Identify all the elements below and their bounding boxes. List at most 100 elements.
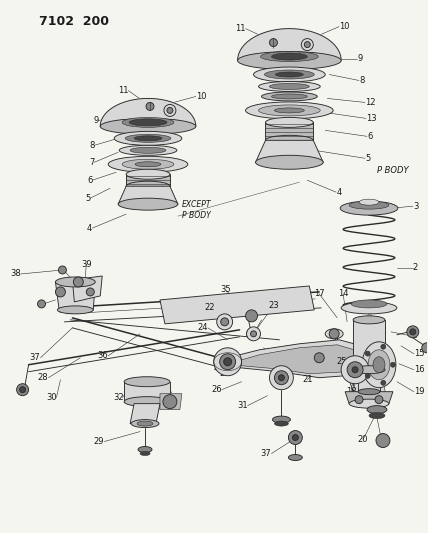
Text: 10: 10	[196, 92, 206, 101]
Circle shape	[250, 331, 256, 337]
Text: 24: 24	[197, 324, 208, 333]
Text: 33: 33	[143, 411, 154, 420]
Text: 11: 11	[235, 24, 246, 33]
Ellipse shape	[134, 136, 162, 141]
Polygon shape	[351, 310, 387, 403]
Ellipse shape	[270, 84, 309, 90]
Circle shape	[376, 433, 390, 448]
Polygon shape	[160, 394, 182, 410]
Text: 7102  200: 7102 200	[39, 15, 109, 28]
Ellipse shape	[353, 316, 385, 324]
Circle shape	[246, 310, 258, 322]
Circle shape	[59, 266, 66, 274]
Circle shape	[365, 351, 370, 356]
Text: 8: 8	[89, 141, 94, 150]
Circle shape	[220, 354, 236, 370]
Circle shape	[247, 329, 256, 339]
Polygon shape	[224, 345, 369, 374]
Circle shape	[17, 384, 29, 395]
Polygon shape	[238, 29, 341, 61]
Ellipse shape	[259, 105, 320, 116]
Circle shape	[390, 362, 395, 367]
Circle shape	[381, 344, 386, 349]
Circle shape	[304, 42, 310, 47]
Text: 12: 12	[365, 98, 375, 107]
Ellipse shape	[274, 108, 304, 113]
Text: P BODY: P BODY	[377, 166, 409, 175]
Ellipse shape	[129, 119, 167, 126]
Text: 31: 31	[237, 401, 247, 410]
Ellipse shape	[271, 94, 307, 99]
Ellipse shape	[261, 52, 318, 61]
Text: 2: 2	[413, 263, 418, 272]
Circle shape	[224, 358, 232, 366]
Ellipse shape	[125, 134, 171, 142]
Text: 6: 6	[367, 132, 372, 141]
Text: 20: 20	[358, 435, 369, 444]
Text: 36: 36	[98, 351, 108, 360]
Ellipse shape	[140, 451, 150, 456]
Ellipse shape	[119, 146, 177, 155]
Polygon shape	[72, 276, 102, 302]
Circle shape	[214, 348, 241, 376]
Text: 25: 25	[336, 357, 346, 366]
Ellipse shape	[273, 416, 290, 423]
Text: 27: 27	[219, 369, 230, 378]
Circle shape	[301, 38, 313, 51]
Circle shape	[410, 329, 416, 335]
Polygon shape	[256, 140, 323, 162]
Text: 22: 22	[230, 357, 241, 366]
Ellipse shape	[131, 419, 159, 427]
Text: 21: 21	[302, 375, 312, 384]
Circle shape	[270, 366, 293, 390]
Circle shape	[221, 318, 229, 326]
Polygon shape	[215, 340, 379, 378]
Circle shape	[352, 367, 358, 373]
Ellipse shape	[262, 92, 317, 101]
Circle shape	[292, 434, 298, 441]
Circle shape	[422, 343, 428, 353]
Polygon shape	[160, 286, 314, 324]
Ellipse shape	[288, 455, 302, 461]
Polygon shape	[358, 370, 380, 392]
Text: 23: 23	[268, 301, 279, 310]
Ellipse shape	[362, 342, 396, 387]
Ellipse shape	[271, 53, 307, 60]
Circle shape	[355, 395, 363, 403]
Circle shape	[20, 386, 26, 393]
Ellipse shape	[359, 199, 379, 205]
Ellipse shape	[349, 201, 389, 209]
Text: 8: 8	[359, 76, 364, 85]
Text: 19: 19	[414, 387, 424, 396]
Text: 18: 18	[346, 387, 357, 396]
Ellipse shape	[276, 72, 303, 77]
Ellipse shape	[265, 135, 313, 146]
Ellipse shape	[353, 366, 385, 374]
Circle shape	[86, 288, 94, 296]
Polygon shape	[124, 382, 170, 402]
Text: 22: 22	[205, 303, 215, 312]
Text: 30: 30	[46, 393, 56, 402]
Ellipse shape	[135, 162, 161, 167]
Text: 37: 37	[261, 449, 271, 458]
Circle shape	[56, 287, 65, 297]
Circle shape	[341, 356, 369, 384]
Circle shape	[288, 431, 302, 445]
Ellipse shape	[138, 447, 152, 453]
Text: 10: 10	[339, 22, 350, 31]
Text: 3: 3	[413, 201, 418, 211]
Circle shape	[247, 327, 261, 341]
Ellipse shape	[122, 159, 174, 169]
Text: 4: 4	[336, 188, 342, 197]
Circle shape	[38, 300, 45, 308]
Ellipse shape	[118, 198, 178, 210]
Polygon shape	[56, 282, 95, 312]
Text: 9: 9	[93, 116, 98, 125]
Ellipse shape	[126, 169, 170, 179]
Text: 5: 5	[365, 154, 370, 163]
Ellipse shape	[126, 181, 170, 191]
Ellipse shape	[351, 300, 387, 308]
Ellipse shape	[130, 147, 166, 154]
Text: 17: 17	[314, 289, 324, 298]
Circle shape	[279, 375, 284, 381]
